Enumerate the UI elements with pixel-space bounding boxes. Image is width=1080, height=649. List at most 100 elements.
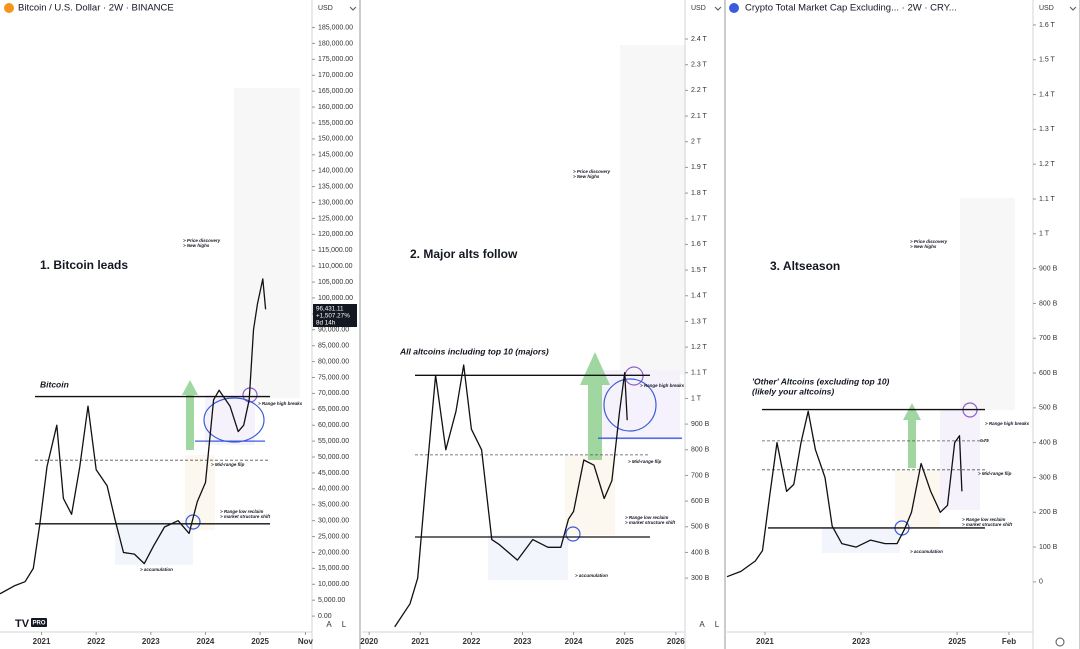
x-tick-label: Nov: [298, 637, 314, 646]
annotation: (likely your altcoins): [752, 386, 834, 396]
ellipse-marker: [203, 397, 265, 443]
control-button[interactable]: A: [326, 620, 332, 629]
annotation: > Mid-range flip: [211, 462, 245, 467]
y-tick-label: 170,000.00: [318, 72, 353, 79]
tv-logo: TV: [15, 618, 30, 630]
y-tick-label: 130,000.00: [318, 199, 353, 206]
y-tick-label: 0.00: [318, 613, 332, 620]
y-tick-label: 500 B: [691, 524, 710, 531]
control-button[interactable]: L: [715, 620, 720, 629]
bitcoin-icon: [4, 3, 14, 13]
settings-icon[interactable]: [1055, 637, 1065, 647]
y-tick-label: 75,000.00: [318, 374, 349, 381]
x-tick-label: 2025: [616, 637, 634, 646]
shading: [115, 45, 1015, 580]
y-tick-label: 85,000.00: [318, 343, 349, 350]
currency-label: USD: [1039, 5, 1054, 12]
annotation: 2. Major alts follow: [410, 247, 518, 261]
y-tick-label: 500 B: [1039, 405, 1058, 412]
shade: [185, 455, 215, 530]
y-tick-label: 70,000.00: [318, 390, 349, 397]
annotation: 'Other' Altcoins (excluding top 10): [752, 376, 890, 386]
y-tick-label: 800 B: [1039, 300, 1058, 307]
y-tick-label: 2.2 T: [691, 87, 708, 94]
annotation: All altcoins including top 10 (majors): [399, 346, 549, 356]
y-tick-label: 35,000.00: [318, 502, 349, 509]
x-tick-label: 2026: [667, 637, 685, 646]
annotation: > Mid-range flip: [978, 471, 1012, 476]
annotation: > Range high breaks: [985, 421, 1030, 426]
annotation: > market structure shift: [962, 522, 1013, 527]
y-tick-label: 1.7 T: [691, 216, 708, 223]
y-tick-label: 2 T: [691, 139, 702, 146]
y-tick-label: 150,000.00: [318, 136, 353, 143]
annotation: 0.75: [980, 438, 989, 443]
x-tick-label: 2024: [197, 637, 215, 646]
y-tick-label: 200 B: [1039, 509, 1058, 516]
y-tick-label: 1.6 T: [1039, 22, 1056, 29]
annotation: > Range low reclaim: [220, 509, 263, 514]
y-tick-label: 1.5 T: [691, 267, 708, 274]
currency-dropdown[interactable]: [714, 6, 722, 11]
shade: [565, 455, 615, 535]
control-button[interactable]: L: [342, 620, 347, 629]
control-button[interactable]: A: [699, 620, 705, 629]
annotation: > New highs: [183, 243, 210, 248]
y-tick-label: 1 T: [1039, 231, 1050, 238]
y-tick-label: 900 B: [691, 421, 710, 428]
annotation: 3. Altseason: [770, 259, 840, 273]
currency-label: USD: [691, 5, 706, 12]
shade: [960, 198, 1015, 410]
y-tick-label: 20,000.00: [318, 549, 349, 556]
pro-label: PRO: [32, 621, 45, 627]
currency-dropdown[interactable]: [349, 6, 357, 11]
annotation: > market structure shift: [220, 514, 271, 519]
y-tick-label: 5,000.00: [318, 597, 345, 604]
currency-dropdown[interactable]: [1069, 6, 1077, 11]
y-tick-label: 600 B: [1039, 370, 1058, 377]
circle-marker: [565, 526, 581, 542]
x-tick-label: Feb: [1002, 637, 1016, 646]
y-tick-label: 1.9 T: [691, 164, 708, 171]
price-label: 96,431.11: [316, 306, 344, 313]
y-tick-label: 2.3 T: [691, 62, 708, 69]
price-line: [726, 410, 963, 578]
x-tick-label: 2025: [948, 637, 966, 646]
y-tick-label: 900 B: [1039, 265, 1058, 272]
arrow: [903, 403, 921, 468]
annotation: > New highs: [573, 174, 600, 179]
y-tick-label: 15,000.00: [318, 565, 349, 572]
circle-marker: [185, 514, 201, 530]
y-tick-label: 800 B: [691, 447, 710, 454]
x-tick-label: 2022: [87, 637, 105, 646]
x-tick-label: 2023: [142, 637, 160, 646]
shade: [234, 88, 300, 398]
ellipse-marker: [603, 378, 657, 432]
y-tick-label: 1.2 T: [691, 344, 708, 351]
annotation: > accumulation: [140, 567, 173, 572]
x-tick-label: 2023: [852, 637, 870, 646]
y-tick-label: 65,000.00: [318, 406, 349, 413]
x-tick-label: 2021: [756, 637, 774, 646]
shade: [115, 520, 193, 565]
annotation: > accumulation: [575, 573, 608, 578]
annotation: > Range high breaks: [258, 401, 303, 406]
currency-label: USD: [318, 5, 333, 12]
x-tick-label: 2021: [411, 637, 429, 646]
y-tick-label: 180,000.00: [318, 40, 353, 47]
annotation: > Range high breaks: [640, 383, 685, 388]
y-tick-label: 1.8 T: [691, 190, 708, 197]
chart-title: Bitcoin / U.S. Dollar · 2W · BINANCE: [18, 3, 174, 14]
price-line: [0, 278, 267, 595]
y-tick-label: 1.4 T: [691, 293, 708, 300]
y-tick-label: 400 B: [1039, 439, 1058, 446]
y-tick-label: 1.1 T: [1039, 196, 1056, 203]
y-tick-label: 100,000.00: [318, 295, 353, 302]
y-tick-label: 10,000.00: [318, 581, 349, 588]
y-tick-label: 90,000.00: [318, 327, 349, 334]
y-tick-label: 300 B: [691, 575, 710, 582]
annotation: 1. Bitcoin leads: [40, 258, 128, 272]
x-tick-label: 2022: [462, 637, 480, 646]
y-tick-label: 50,000.00: [318, 454, 349, 461]
y-tick-label: 155,000.00: [318, 120, 353, 127]
